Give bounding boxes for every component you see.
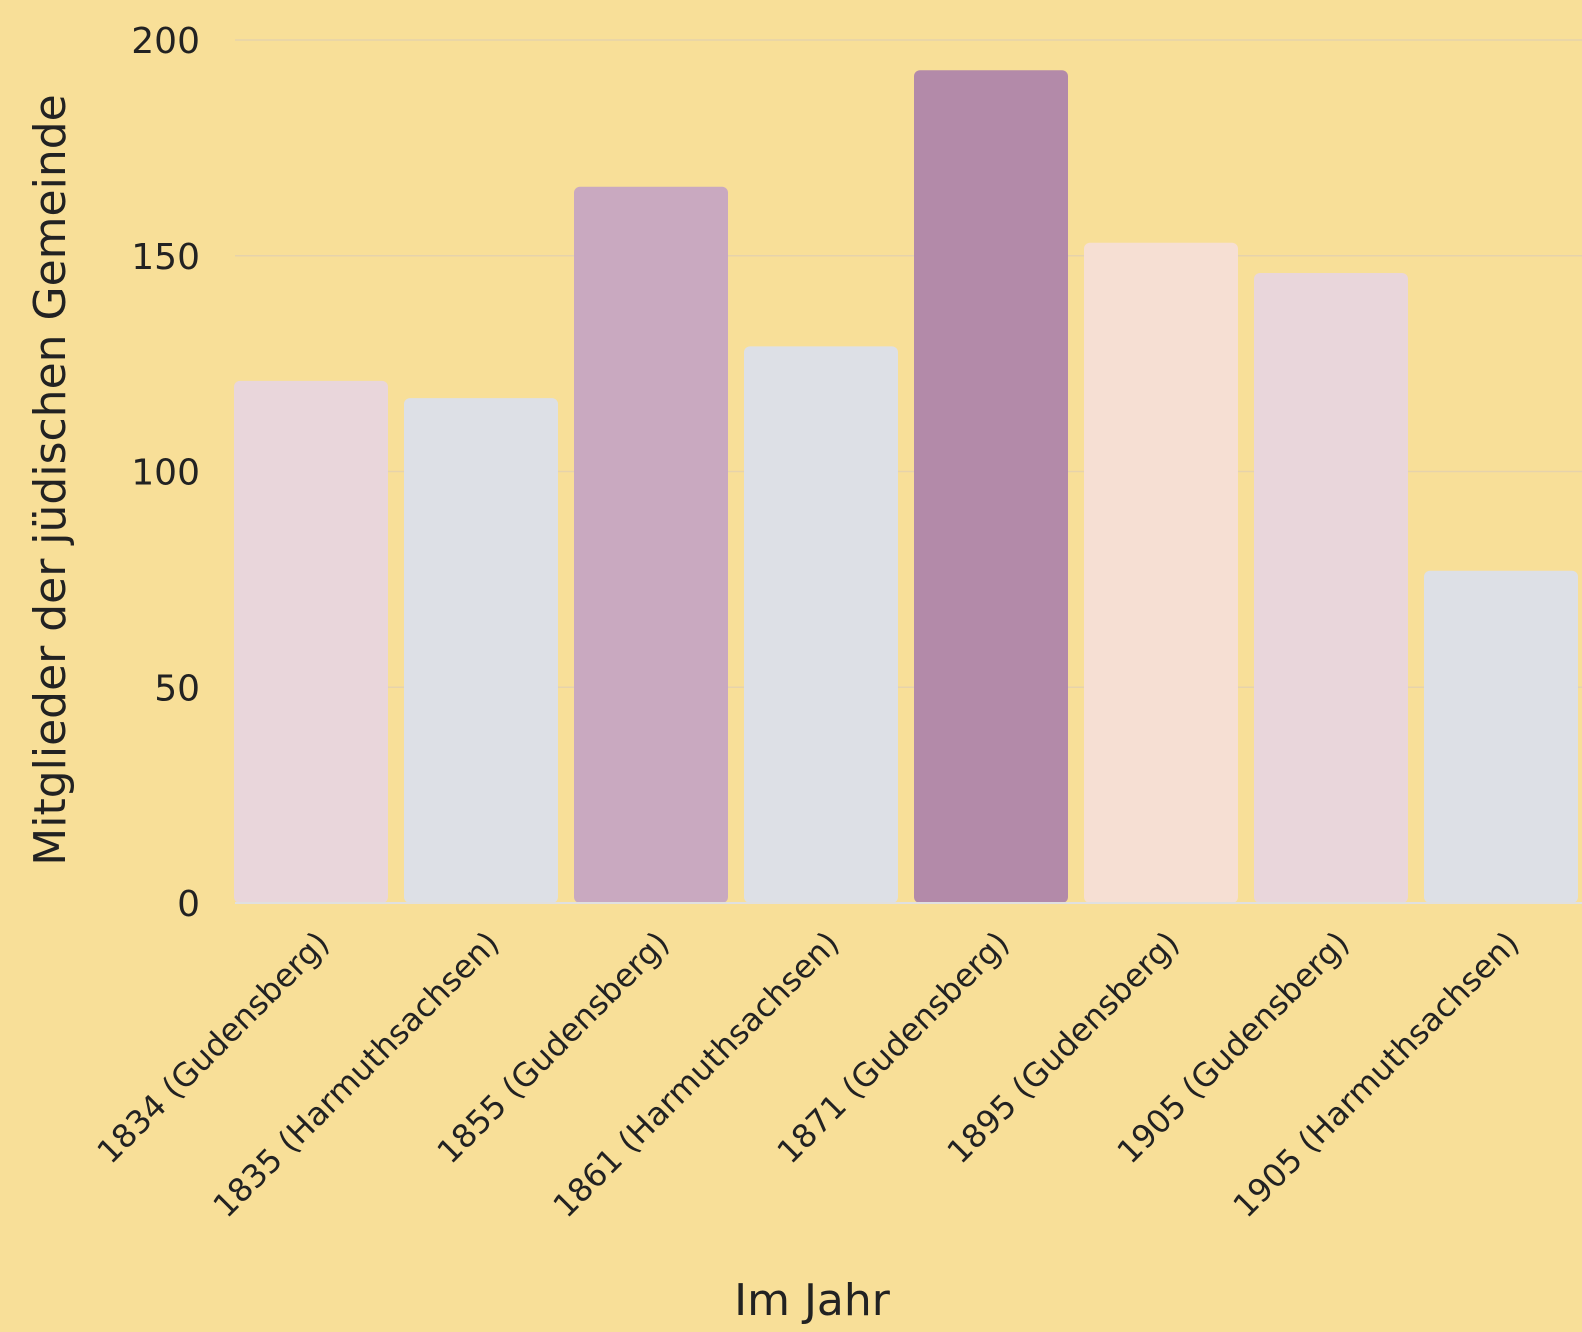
y-tick-label: 0 [177,884,200,925]
x-axis-title: Im Jahr [734,1275,891,1326]
bar [1424,570,1578,903]
x-tick-label: 1835 (Harmuthsachsen) [205,924,506,1225]
y-tick-label: 50 [154,668,200,709]
x-tick-label: 1861 (Harmuthsachsen) [545,924,846,1225]
y-tick-label: 150 [131,237,200,278]
bar [1084,242,1238,903]
bar [234,380,388,903]
y-tick-label: 200 [131,21,200,62]
bar [744,346,898,903]
y-tick-label: 100 [131,453,200,494]
bar [404,398,558,903]
bars [234,70,1582,904]
bar [1254,273,1408,903]
x-tick-labels: 1834 (Gudensberg)1835 (Harmuthsachsen)18… [90,924,1527,1225]
y-axis-title: Mitglieder der jüdischen Gemeinde [25,94,76,865]
y-tick-labels: 0 50 100 150 200 [131,21,200,925]
bar [914,70,1068,903]
bar [574,186,728,903]
x-tick-label: 1905 (Harmuthsachsen) [1225,924,1526,1225]
